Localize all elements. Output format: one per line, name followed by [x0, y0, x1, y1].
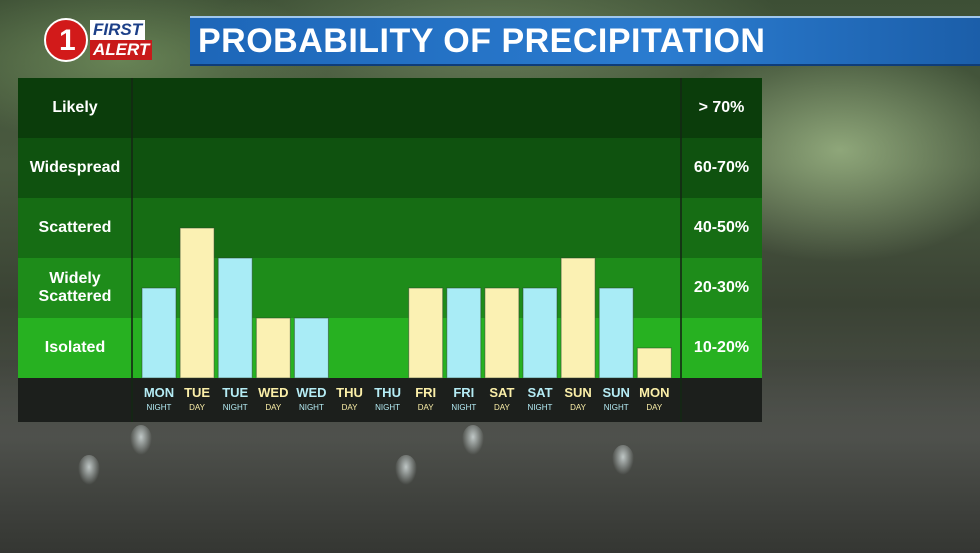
x-tick-day-label: SUN [602, 385, 629, 400]
x-tick-period-label: DAY [189, 403, 206, 412]
x-tick-period-label: DAY [265, 403, 282, 412]
band-scattered: Scattered 40-50% [18, 198, 762, 258]
bar-wed-night [293, 317, 329, 379]
right-divider [680, 78, 682, 422]
x-tick-period-label: DAY [494, 403, 511, 412]
band-range: 20-30% [693, 279, 750, 296]
band-range: 40-50% [693, 219, 750, 236]
x-tick-day-label: SAT [527, 385, 552, 400]
rain-splash [78, 455, 100, 485]
x-tick-day-label: TUE [184, 385, 210, 400]
left-divider [131, 78, 133, 422]
bar-mon-night [141, 287, 177, 379]
bar-fri-night [446, 287, 482, 379]
band-label: Widely Scattered [38, 270, 112, 305]
logo-badge: 1 [44, 18, 88, 62]
x-tick-period-label: DAY [342, 403, 359, 412]
band-range: 60-70% [693, 159, 750, 176]
x-tick-period-label: NIGHT [299, 403, 324, 412]
x-tick-period-label: DAY [646, 403, 663, 412]
logo-text-first: FIRST [90, 20, 146, 40]
x-tick-day-label: MON [144, 385, 174, 400]
x-tick-period-label: DAY [570, 403, 587, 412]
bar-plot: MON NIGHT TUE DAY TUE NIGHT WED DAY WED NIGHT THU D… [141, 227, 672, 412]
page-title: PROBABILITY OF PRECIPITATION [198, 22, 766, 60]
x-tick-day-label: SUN [564, 385, 591, 400]
x-tick-period-label: NIGHT [604, 403, 629, 412]
x-tick-period-label: DAY [418, 403, 435, 412]
x-tick-day-label: THU [374, 385, 401, 400]
bar-sat-day [484, 287, 520, 379]
precipitation-chart: Likely > 70% Widespread 60-70% Scattered 40-5… [18, 78, 762, 422]
band-range: 10-20% [693, 339, 750, 356]
band-label: Scattered [38, 219, 112, 236]
bar-tue-day [179, 227, 215, 379]
band-label: Likely [52, 99, 98, 116]
rain-splash [395, 455, 417, 485]
rain-splash [462, 425, 484, 455]
bar-wed-day [255, 317, 291, 379]
x-tick-day-label: THU [336, 385, 363, 400]
rain-splash [130, 425, 152, 455]
x-tick-day-label: TUE [222, 385, 248, 400]
rain-splash [612, 445, 634, 475]
band-range: > 70% [698, 99, 745, 116]
band-label: Isolated [44, 339, 106, 356]
logo-number: 1 [59, 24, 76, 57]
x-axis-band [18, 378, 762, 422]
first-alert-logo: 1 FIRST ALERT [44, 18, 170, 62]
x-tick-day-label: MON [639, 385, 669, 400]
x-tick-day-label: SAT [489, 385, 514, 400]
x-tick-day-label: WED [296, 385, 326, 400]
x-tick-day-label: FRI [453, 385, 474, 400]
band-label: Widespread [29, 159, 121, 176]
x-tick-day-label: WED [258, 385, 288, 400]
x-tick-period-label: NIGHT [223, 403, 248, 412]
logo-text-alert: ALERT [90, 40, 153, 60]
band-widespread: Widespread 60-70% [18, 138, 762, 198]
x-tick-day-label: FRI [415, 385, 436, 400]
x-tick-period-label: NIGHT [375, 403, 400, 412]
x-tick-period-label: NIGHT [147, 403, 172, 412]
bar-sun-day [560, 257, 596, 379]
band-likely: Likely > 70% [18, 78, 762, 138]
bar-fri-day [408, 287, 444, 379]
title-banner: PROBABILITY OF PRECIPITATION [190, 16, 980, 66]
bar-sun-night [598, 287, 634, 379]
x-tick-period-label: NIGHT [451, 403, 476, 412]
bar-mon-day [636, 347, 672, 379]
bar-tue-night [217, 257, 253, 379]
bar-sat-night [522, 287, 558, 379]
x-tick-period-label: NIGHT [528, 403, 553, 412]
